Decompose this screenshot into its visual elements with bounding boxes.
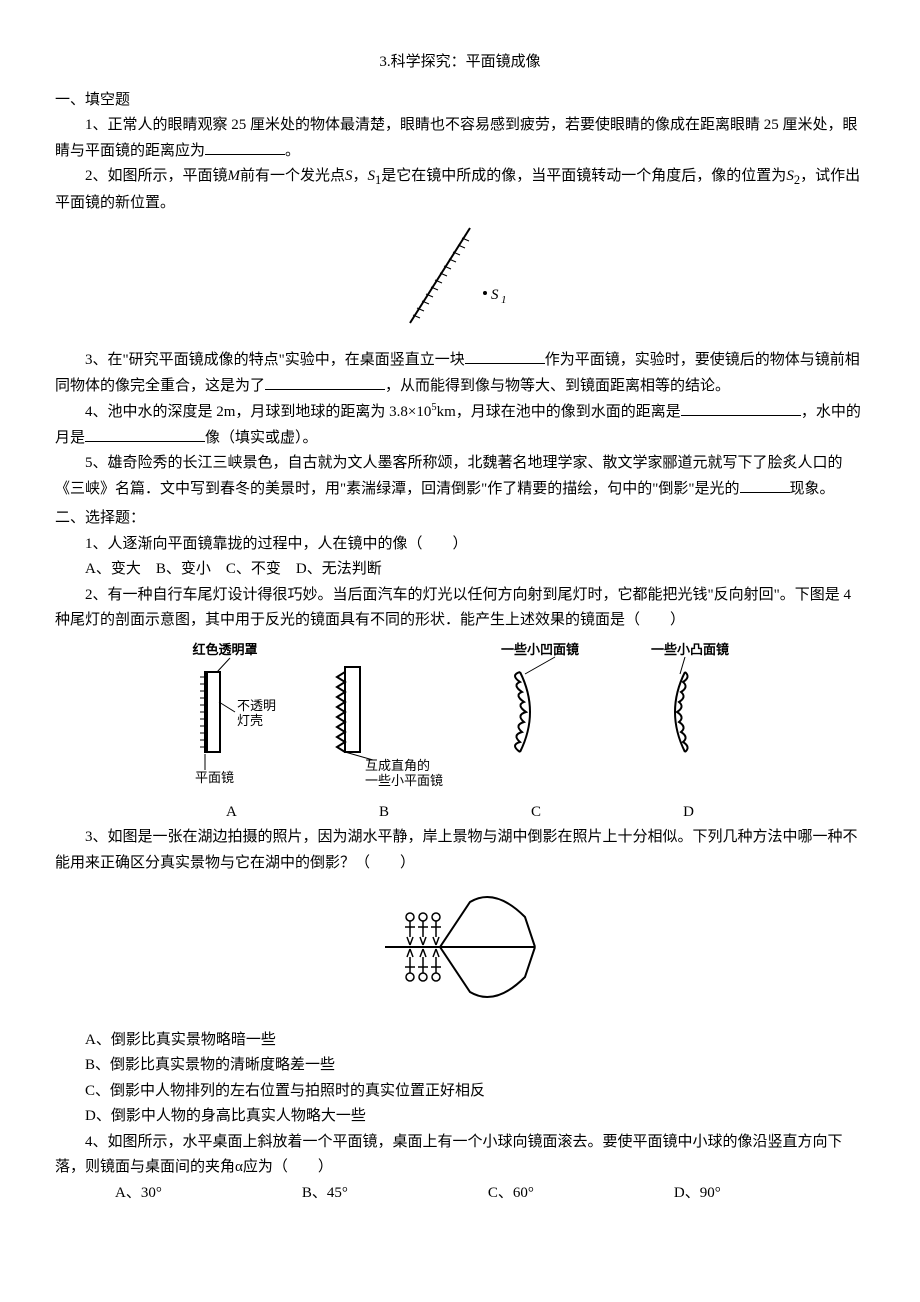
label-b: B (379, 800, 389, 826)
q1-1: 1、正常人的眼睛观察 25 厘米处的物体最清楚，眼睛也不容易感到疲劳，若要使眼睛… (55, 113, 865, 164)
opt-b: B、45° (302, 1181, 348, 1207)
fig-a: 红色透明罩 不透明 灯壳 平面镜 (175, 642, 285, 792)
lake-reflection-icon (375, 882, 545, 1012)
figure-q2: S 1 (55, 223, 865, 343)
q1-2b: 前有一个发光点 (240, 168, 345, 184)
q1-3a: 3、在"研究平面镜成像的特点"实验中，在桌面竖直立一块 (85, 352, 465, 368)
section1-header: 一、填空题 (55, 88, 865, 114)
abcd-labels: A B C D (55, 800, 865, 826)
svg-text:一些小平面镜: 一些小平面镜 (365, 773, 443, 788)
blank (265, 375, 385, 390)
blank (205, 140, 285, 155)
section2-header: 二、选择题： (55, 506, 865, 532)
q1-5b: 现象。 (790, 481, 835, 497)
q1-2d: 是它在镜中所成的像，当平面镜转动一个角度后，像的位置为 (381, 168, 786, 184)
q1-3c: ，从而能得到像与物等大、到镜面距离相等的结论。 (385, 378, 730, 394)
opt-a: A、30° (115, 1181, 162, 1207)
q1-2c: ， (353, 168, 368, 184)
figure-q2-2: 红色透明罩 不透明 灯壳 平面镜 (55, 642, 865, 792)
q2-3: 3、如图是一张在湖边拍摄的照片，因为湖水平静，岸上景物与湖中倒影在照片上十分相似… (55, 825, 865, 876)
q1-4d: 像（填实或虚）。 (205, 430, 318, 446)
q1-2s: S (345, 168, 353, 184)
fig-d: 一些小凸面镜 (635, 642, 745, 792)
q2-3-opt-d: D、倒影中人物的身高比真实人物略大一些 (55, 1104, 865, 1130)
svg-text:红色透明罩: 红色透明罩 (192, 642, 257, 657)
q1-5a: 5、雄奇险秀的长江三峡景色，自古就为文人墨客所称颂，北魏著名地理学家、散文学家郦… (55, 455, 843, 497)
blank (681, 401, 801, 416)
opt-a: A、变大 (85, 561, 141, 577)
q1-4b: km，月球在池中的像到水面的距离是 (437, 404, 681, 420)
opt-c: C、60° (488, 1181, 534, 1207)
taillight-a-icon: 红色透明罩 不透明 灯壳 平面镜 (175, 642, 285, 792)
label-c: C (531, 800, 541, 826)
figure-q2-3 (55, 882, 865, 1022)
q1-5: 5、雄奇险秀的长江三峡景色，自古就为文人墨客所称颂，北魏著名地理学家、散文学家郦… (55, 451, 865, 502)
opt-b: B、变小 (156, 561, 211, 577)
q2-2: 2、有一种自行车尾灯设计得很巧妙。当后面汽车的灯光以任何方向射到尾灯时，它都能把… (55, 583, 865, 634)
q1-2m: M (228, 168, 241, 184)
q1-4a: 4、池中水的深度是 2m，月球到地球的距离为 3.8×10 (85, 404, 431, 420)
svg-text:不透明: 不透明 (237, 698, 276, 713)
q2-3-opt-c: C、倒影中人物排列的左右位置与拍照时的真实位置正好相反 (55, 1079, 865, 1105)
q1-4: 4、池中水的深度是 2m，月球到地球的距离为 3.8×105km，月球在池中的像… (55, 399, 865, 451)
label-d: D (683, 800, 694, 826)
q2-1-options: A、变大 B、变小 C、不变 D、无法判断 (55, 557, 865, 583)
svg-text:一些小凹面镜: 一些小凹面镜 (501, 642, 579, 657)
blank (85, 427, 205, 442)
svg-text:1: 1 (501, 294, 507, 306)
svg-text:灯壳: 灯壳 (237, 713, 263, 728)
q1-2s1: S (368, 168, 376, 184)
svg-text:一些小凸面镜: 一些小凸面镜 (651, 642, 729, 657)
q1-2s2: S (786, 168, 794, 184)
opt-d: D、90° (674, 1181, 721, 1207)
q2-3-opt-a: A、倒影比真实景物略暗一些 (55, 1028, 865, 1054)
fig-b: 互成直角的 一些小平面镜 (325, 642, 445, 792)
blank (465, 349, 545, 364)
taillight-b-icon: 互成直角的 一些小平面镜 (325, 642, 445, 792)
q2-1: 1、人逐渐向平面镜靠拢的过程中，人在镜中的像（ ） (55, 532, 865, 558)
svg-text:平面镜: 平面镜 (195, 770, 234, 785)
taillight-d-icon: 一些小凸面镜 (635, 642, 745, 792)
document-title: 3.科学探究：平面镜成像 (55, 50, 865, 76)
q1-3: 3、在"研究平面镜成像的特点"实验中，在桌面竖直立一块作为平面镜，实验时，要使镜… (55, 348, 865, 399)
mirror-diagram: S 1 (395, 223, 525, 333)
q2-4: 4、如图所示，水平桌面上斜放着一个平面镜，桌面上有一个小球向镜面滚去。要使平面镜… (55, 1130, 865, 1181)
label-a: A (226, 800, 237, 826)
q2-4-options: A、30° B、45° C、60° D、90° (55, 1181, 865, 1207)
q1-1-end: 。 (285, 143, 300, 159)
opt-d: D、无法判断 (296, 561, 382, 577)
svg-text:互成直角的: 互成直角的 (365, 758, 430, 773)
taillight-c-icon: 一些小凹面镜 (485, 642, 595, 792)
q2-3-opt-b: B、倒影比真实景物的清晰度略差一些 (55, 1053, 865, 1079)
q1-2: 2、如图所示，平面镜M前有一个发光点S，S1是它在镜中所成的像，当平面镜转动一个… (55, 164, 865, 217)
svg-text:S: S (491, 287, 499, 303)
q1-1-text: 1、正常人的眼睛观察 25 厘米处的物体最清楚，眼睛也不容易感到疲劳，若要使眼睛… (55, 117, 858, 159)
q1-2a: 2、如图所示，平面镜 (85, 168, 228, 184)
blank (740, 478, 790, 493)
fig-c: 一些小凹面镜 (485, 642, 595, 792)
opt-c: C、不变 (226, 561, 281, 577)
